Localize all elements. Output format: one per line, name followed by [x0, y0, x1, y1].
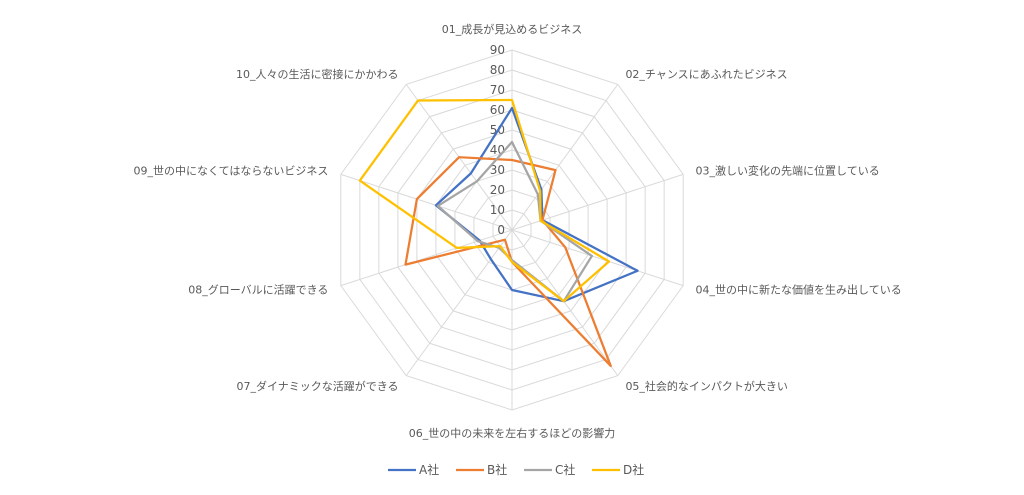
- radar-grid: [340, 49, 684, 411]
- tick-label: 10: [490, 203, 505, 217]
- tick-label: 80: [490, 63, 505, 77]
- category-label: 06_世の中の未来を左右するほどの影響力: [409, 426, 616, 440]
- tick-label: 30: [490, 163, 505, 177]
- tick-label: 40: [490, 143, 505, 157]
- grid-spoke: [511, 229, 619, 376]
- tick-label: 90: [490, 43, 505, 57]
- legend-label: C社: [555, 462, 575, 477]
- category-labels: 01_成長が見込めるビジネス 02_チャンスにあふれたビジネス 03_激しい変化の先…: [133, 22, 901, 440]
- grid-spoke: [340, 173, 513, 231]
- category-label: 01_成長が見込めるビジネス: [442, 22, 583, 36]
- series-layer: [358, 98, 639, 368]
- category-label: 08_グローバルに活躍できる: [188, 283, 328, 297]
- category-label: 03_激しい変化の先端に位置している: [696, 163, 880, 177]
- category-label: 07_ダイナミックな活躍ができる: [236, 379, 398, 393]
- grid-spoke: [511, 84, 619, 231]
- category-label: 02_チャンスにあふれたビジネス: [625, 68, 787, 81]
- legend-label: A社: [419, 462, 439, 477]
- category-label: 09_世の中になくてはならないビジネス: [133, 164, 328, 177]
- legend-label: B社: [487, 462, 507, 477]
- legend: A社 B社 C社 D社: [388, 462, 644, 477]
- category-label: 05_社会的なインパクトが大きい: [625, 379, 788, 393]
- category-label: 10_人々の生活に密接にかかわる: [236, 67, 399, 81]
- tick-label: 60: [490, 103, 505, 117]
- series-line: [358, 98, 611, 303]
- tick-label: 0: [497, 223, 505, 237]
- legend-label: D社: [623, 462, 644, 477]
- category-label: 04_世の中に新たな価値を生み出している: [696, 283, 902, 297]
- grid-spoke: [340, 229, 513, 287]
- tick-label: 70: [490, 83, 505, 97]
- grid-spoke: [511, 229, 684, 287]
- series-line: [434, 106, 639, 303]
- grid-spoke: [405, 229, 513, 376]
- tick-label: 20: [490, 183, 505, 197]
